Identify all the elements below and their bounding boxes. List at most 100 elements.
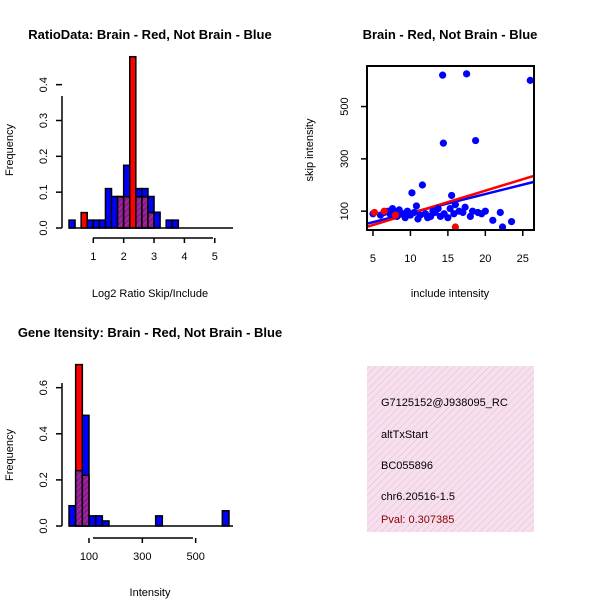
ratio-y-ticks: 0.0 0.1 0.2 0.3 0.4	[38, 77, 62, 236]
scatter-point-blue	[439, 71, 447, 79]
intensity-y-tick-label: 0.4	[38, 426, 50, 441]
scatter-point-blue	[408, 189, 416, 197]
ratio-y-tick-label: 0.2	[38, 149, 50, 164]
scatter-x-label: include intensity	[411, 288, 490, 300]
ratio-title: RatioData: Brain - Red, Not Brain - Blue	[28, 27, 271, 42]
scatter-point-red	[451, 223, 459, 231]
intensity-x-label: Intensity	[130, 587, 171, 599]
ratio-x-tick-label: 5	[212, 251, 218, 263]
ratio-bar	[165, 219, 174, 229]
scatter-x-tick-label: 20	[479, 253, 491, 265]
scatter-title: Brain - Red, Not Brain - Blue	[363, 27, 538, 42]
intensity-bar	[101, 520, 110, 527]
ratio-bar	[68, 219, 76, 229]
info-probe-id: G7125152@J938095_RC	[381, 397, 508, 409]
ratio-x-ticks: 1 2 3 4 5	[90, 238, 218, 263]
intensity-x-tick-label: 500	[186, 551, 204, 563]
ratio-x-tick-label: 1	[90, 251, 96, 263]
intensity-x-ticks: 100 300 500	[80, 538, 205, 563]
scatter-point-blue	[446, 204, 454, 213]
ratio-bar	[128, 55, 137, 229]
intensity-x-tick-label: 100	[80, 551, 98, 563]
intensity-y-label: Frequency	[4, 429, 16, 481]
scatter-x-tick-label: 25	[517, 253, 529, 265]
ratio-y-label: Frequency	[4, 124, 16, 176]
ratio-overlap-bar	[135, 196, 143, 229]
scatter-y-tick-label: 300	[339, 150, 351, 168]
ratio-overlap-bar	[116, 196, 125, 229]
scatter-point-blue	[451, 201, 459, 209]
scatter-y-ticks: 100 300 500	[339, 97, 367, 220]
scatter-point-blue	[489, 216, 497, 224]
ratio-histogram: RatioData: Brain - Red, Not Brain - Blue…	[4, 27, 272, 300]
ratio-overlap-bar	[122, 196, 131, 229]
info-location: chr6.20516-1.5	[381, 491, 455, 503]
ratio-bar	[98, 219, 107, 229]
scatter-point-blue	[461, 203, 469, 211]
scatter-plot-frame	[366, 65, 535, 231]
intensity-x-tick-label: 300	[133, 551, 151, 563]
intensity-y-ticks: 0.0 0.2 0.4 0.6	[38, 380, 62, 534]
intensity-bar	[94, 515, 104, 527]
scatter-points	[369, 70, 534, 231]
intensity-bar	[88, 515, 97, 527]
scatter-point-blue	[481, 207, 489, 215]
scatter-point-blue	[507, 218, 516, 226]
scatter-point-blue	[410, 208, 418, 217]
info-box: G7125152@J938095_RC altTxStart BC055896 …	[367, 366, 534, 532]
ratio-y-tick-label: 0.0	[38, 220, 50, 235]
ratio-bar	[171, 219, 180, 229]
ratio-bar	[104, 187, 113, 229]
scatter-point-blue	[444, 214, 452, 222]
scatter-point-blue	[412, 202, 421, 210]
ratio-bar	[92, 219, 101, 229]
scatter-point-blue	[418, 181, 427, 189]
intensity-y-tick-label: 0.2	[38, 472, 50, 487]
ratio-overlap-bar	[141, 196, 149, 229]
scatter-y-label: skip intensity	[304, 118, 316, 181]
scatter-point-red	[380, 207, 388, 215]
ratio-y-tick-label: 0.1	[38, 185, 50, 200]
scatter-point-blue	[434, 204, 442, 213]
ratio-bar	[80, 211, 88, 229]
ratio-x-tick-label: 2	[121, 251, 127, 263]
intensity-bar	[221, 510, 230, 527]
scatter-y-tick-label: 500	[339, 97, 351, 115]
info-box-clip: G7125152@J938095_RC altTxStart BC055896 …	[381, 397, 508, 526]
ratio-bars	[68, 55, 233, 229]
info-event-type: altTxStart	[381, 429, 428, 441]
intensity-overlap-bar	[74, 469, 84, 527]
intensity-histogram: Gene Itensity: Brain - Red, Not Brain - …	[4, 325, 282, 599]
intensity-y-tick-label: 0.0	[38, 518, 50, 533]
info-accession: BC055896	[381, 460, 433, 472]
scatter-point-blue	[496, 208, 504, 217]
scatter-point-blue	[463, 70, 471, 78]
scatter-y-tick-label: 100	[339, 202, 351, 220]
intensity-bar	[68, 504, 77, 527]
ratio-y-tick-label: 0.3	[38, 113, 50, 128]
scatter-point-blue	[471, 136, 480, 145]
ratio-x-tick-label: 4	[181, 251, 187, 263]
intensity-overlap-bar	[81, 474, 90, 527]
scatter-x-tick-label: 15	[442, 253, 454, 265]
ratio-x-label: Log2 Ratio Skip/Include	[92, 288, 208, 300]
scatter-x-ticks: 5 10 15 20 25	[370, 230, 529, 265]
intensity-bars	[68, 363, 233, 527]
scatter-point-red	[391, 211, 400, 219]
info-box-background	[367, 366, 534, 532]
scatter-point-blue	[448, 191, 456, 200]
ratio-x-tick-label: 3	[151, 251, 157, 263]
scatter-point-blue	[439, 139, 447, 147]
ratio-bar	[86, 219, 95, 229]
intensity-title: Gene Itensity: Brain - Red, Not Brain - …	[18, 325, 282, 340]
ratio-overlap-bar	[147, 211, 155, 229]
scatter-plot: Brain - Red, Not Brain - Blue 5 10 15 20 25 …	[304, 27, 537, 300]
scatter-x-tick-label: 10	[404, 253, 416, 265]
scatter-point-red	[370, 208, 379, 217]
scatter-point-blue	[526, 76, 534, 84]
intensity-bar	[154, 515, 164, 527]
intensity-y-tick-label: 0.6	[38, 380, 50, 395]
scatter-x-tick-label: 5	[370, 253, 376, 265]
ratio-bar	[153, 211, 161, 229]
